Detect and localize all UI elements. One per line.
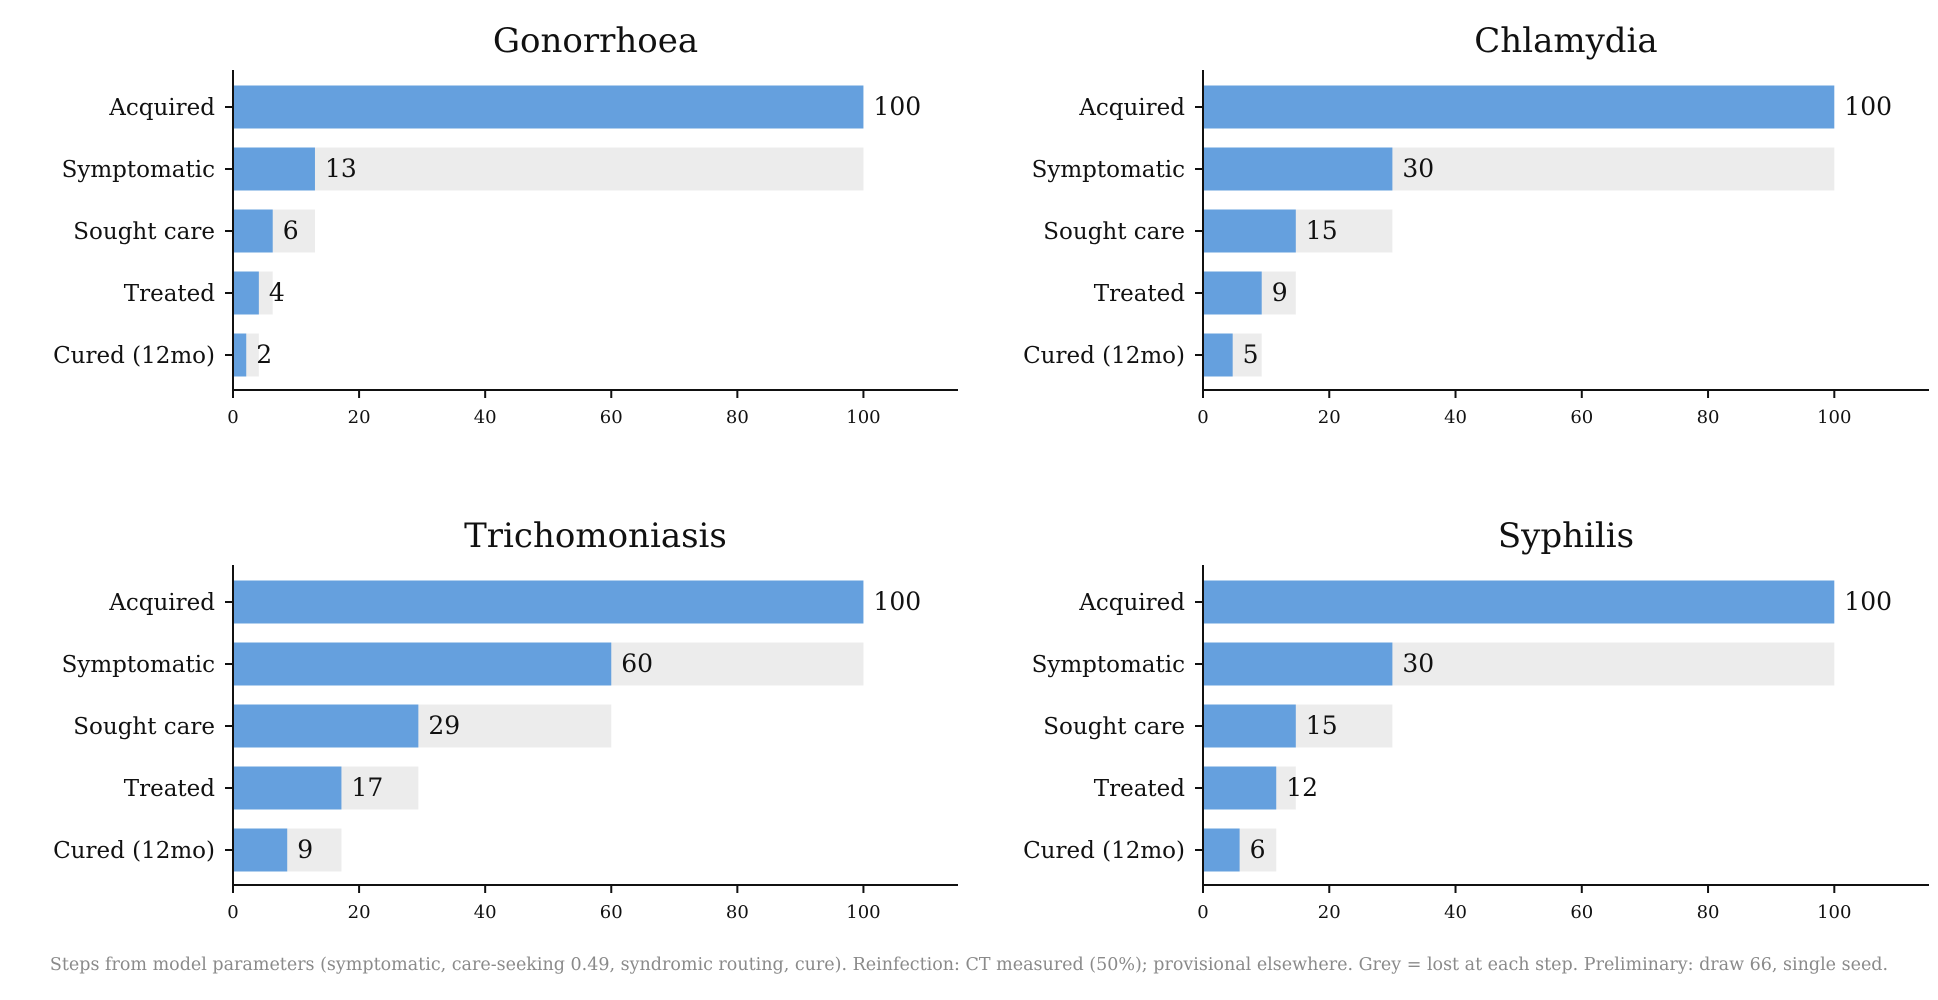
value-bar — [233, 828, 288, 872]
chart-panel-4: Syphilis 100 Acquired 30 Symptomatic 15 Sought… — [1023, 516, 1929, 923]
chart-panel-1: Gonorrhoea 100 Acquired 13 Symptomatic 6 Sough… — [53, 21, 958, 428]
x-tick-label: 0 — [227, 902, 238, 923]
chart-panel-2: Chlamydia 100 Acquired 30 Symptomatic 15 Sough… — [1023, 21, 1929, 428]
data-label: 30 — [1402, 154, 1434, 183]
x-tick-label: 0 — [227, 407, 238, 428]
data-label: 100 — [1844, 587, 1892, 616]
x-tick-label: 100 — [846, 407, 880, 428]
value-bar — [1203, 271, 1262, 315]
category-label: Treated — [124, 281, 216, 307]
value-bar — [1203, 704, 1296, 748]
value-bar — [233, 209, 273, 253]
x-tick-label: 40 — [1444, 407, 1467, 428]
data-label: 12 — [1286, 773, 1318, 802]
data-label: 29 — [428, 711, 460, 740]
lost-bar — [233, 147, 864, 191]
x-tick-label: 40 — [474, 407, 497, 428]
chart-title: Gonorrhoea — [493, 21, 698, 61]
category-label: Treated — [1094, 281, 1186, 307]
x-tick-label: 0 — [1197, 902, 1208, 923]
data-label: 17 — [351, 773, 383, 802]
x-tick-label: 40 — [1444, 902, 1467, 923]
value-bar — [233, 642, 612, 686]
category-label: Acquired — [1078, 95, 1185, 121]
chart-title: Syphilis — [1498, 516, 1634, 556]
category-label: Sought care — [73, 714, 215, 740]
category-label: Sought care — [73, 219, 215, 245]
data-label: 9 — [1272, 278, 1288, 307]
category-label: Cured (12mo) — [53, 838, 215, 864]
data-label: 100 — [873, 92, 921, 121]
data-label: 15 — [1306, 711, 1338, 740]
value-bar — [233, 85, 864, 129]
data-label: 30 — [1402, 649, 1434, 678]
x-tick-label: 60 — [1570, 407, 1593, 428]
data-label: 9 — [297, 835, 313, 864]
x-tick-label: 100 — [846, 902, 880, 923]
x-tick-label: 80 — [1697, 902, 1720, 923]
value-bar — [233, 271, 259, 315]
data-label: 4 — [269, 278, 285, 307]
value-bar — [233, 333, 247, 377]
chart-panel-3: Trichomoniasis 100 Acquired 60 Symptomatic 29… — [53, 516, 958, 923]
value-bar — [233, 766, 342, 810]
category-label: Acquired — [108, 590, 215, 616]
chart-title: Chlamydia — [1474, 21, 1657, 61]
x-tick-label: 40 — [474, 902, 497, 923]
category-label: Treated — [1094, 776, 1186, 802]
category-label: Acquired — [108, 95, 215, 121]
x-tick-label: 60 — [600, 902, 623, 923]
data-label: 5 — [1243, 340, 1259, 369]
category-label: Treated — [124, 776, 216, 802]
figure-caption: Steps from model parameters (symptomatic… — [49, 955, 1889, 975]
chart-title: Trichomoniasis — [464, 516, 727, 556]
category-label: Cured (12mo) — [1023, 343, 1185, 369]
data-label: 6 — [283, 216, 299, 245]
category-label: Symptomatic — [1032, 157, 1185, 183]
value-bar — [233, 704, 419, 748]
x-tick-label: 60 — [600, 407, 623, 428]
value-bar — [1203, 580, 1835, 624]
x-tick-label: 100 — [1817, 902, 1851, 923]
category-label: Cured (12mo) — [1023, 838, 1185, 864]
category-label: Cured (12mo) — [53, 343, 215, 369]
x-tick-label: 20 — [348, 407, 371, 428]
value-bar — [1203, 333, 1233, 377]
x-tick-label: 80 — [726, 902, 749, 923]
x-tick-label: 80 — [726, 407, 749, 428]
data-label: 100 — [1844, 92, 1892, 121]
value-bar — [233, 147, 315, 191]
data-label: 60 — [621, 649, 653, 678]
category-label: Sought care — [1043, 219, 1185, 245]
x-tick-label: 60 — [1570, 902, 1593, 923]
value-bar — [1203, 766, 1277, 810]
x-tick-label: 20 — [1318, 902, 1341, 923]
data-label: 2 — [256, 340, 272, 369]
value-bar — [1203, 147, 1393, 191]
value-bar — [1203, 642, 1393, 686]
x-tick-label: 0 — [1197, 407, 1208, 428]
data-label: 15 — [1306, 216, 1338, 245]
data-label: 100 — [873, 587, 921, 616]
value-bar — [233, 580, 864, 624]
x-tick-label: 100 — [1817, 407, 1851, 428]
data-label: 6 — [1250, 835, 1266, 864]
category-label: Symptomatic — [1032, 652, 1185, 678]
category-label: Sought care — [1043, 714, 1185, 740]
x-tick-label: 20 — [1318, 407, 1341, 428]
value-bar — [1203, 828, 1240, 872]
value-bar — [1203, 85, 1835, 129]
value-bar — [1203, 209, 1296, 253]
data-label: 13 — [325, 154, 357, 183]
category-label: Acquired — [1078, 590, 1185, 616]
x-tick-label: 80 — [1697, 407, 1720, 428]
category-label: Symptomatic — [62, 652, 215, 678]
category-label: Symptomatic — [62, 157, 215, 183]
x-tick-label: 20 — [348, 902, 371, 923]
